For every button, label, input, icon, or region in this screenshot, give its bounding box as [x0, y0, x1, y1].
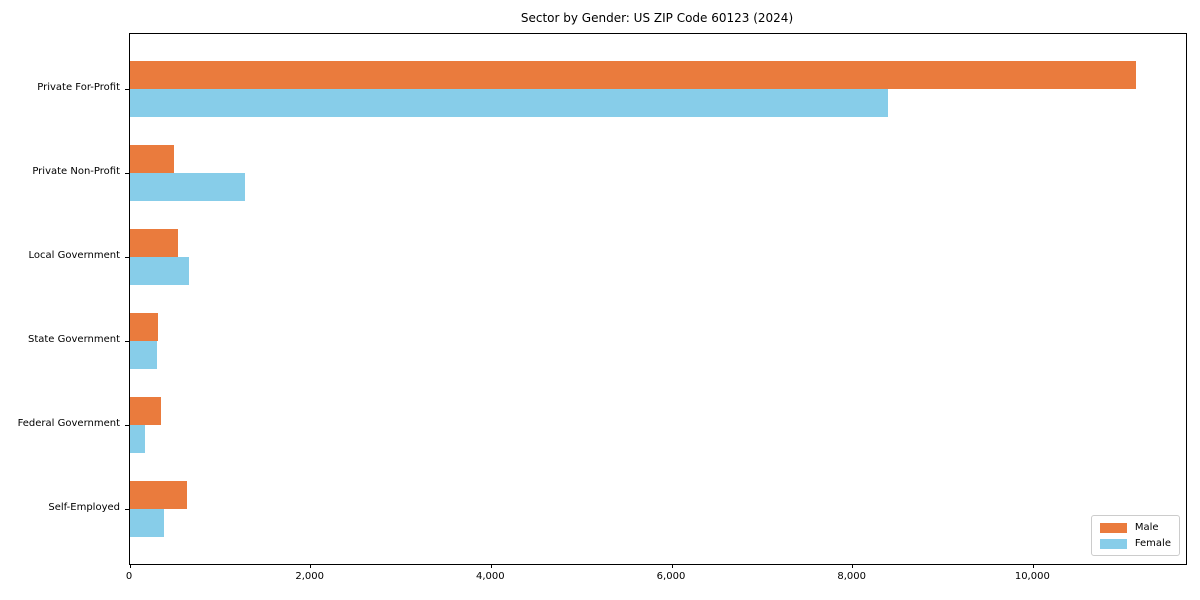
legend-swatch-female: [1099, 538, 1127, 549]
x-tick-mark: [1032, 564, 1034, 568]
plot-area: Male Female: [125, 33, 1187, 568]
bar-male-state-government: [130, 313, 158, 341]
legend-label-male: Male: [1134, 522, 1159, 533]
bar-female-state-government: [130, 341, 158, 369]
y-tick-label-federal-government: Federal Government: [17, 418, 120, 429]
legend: Male Female: [1090, 515, 1180, 556]
y-tick-mark: [125, 424, 129, 426]
bar-female-private-for-profit: [130, 89, 888, 117]
y-tick-mark: [125, 88, 129, 90]
y-tick-mark: [125, 172, 129, 174]
y-tick-mark: [125, 508, 129, 510]
x-tick-label-10-000: 10,000: [1014, 571, 1050, 582]
x-tick-mark: [490, 564, 492, 568]
chart-title: Sector by Gender: US ZIP Code 60123 (202…: [520, 11, 794, 25]
bar-female-local-government: [130, 257, 190, 285]
x-tick-mark: [129, 564, 131, 568]
y-tick-mark: [125, 256, 129, 258]
y-tick-label-local-government: Local Government: [28, 250, 120, 261]
x-tick-label-2-000: 2,000: [295, 571, 324, 582]
bar-female-self-employed: [130, 509, 164, 537]
bar-male-private-for-profit: [130, 61, 1137, 89]
bar-male-private-non-profit: [130, 145, 174, 173]
bar-female-federal-government: [130, 425, 145, 453]
x-tick-label-6-000: 6,000: [656, 571, 686, 582]
bar-female-private-non-profit: [130, 173, 245, 201]
x-tick-label-8-000: 8,000: [837, 571, 866, 582]
y-tick-label-private-non-profit: Private Non-Profit: [32, 166, 120, 177]
y-tick-label-state-government: State Government: [27, 334, 120, 345]
legend-item-female: Female: [1099, 538, 1171, 549]
x-tick-label-4-000: 4,000: [476, 571, 505, 582]
y-tick-label-self-employed: Self-Employed: [48, 502, 120, 513]
bar-male-local-government: [130, 229, 179, 257]
y-tick-mark: [125, 340, 129, 342]
x-tick-mark: [671, 564, 673, 568]
legend-label-female: Female: [1134, 538, 1171, 549]
bar-male-self-employed: [130, 481, 187, 509]
legend-item-male: Male: [1099, 522, 1171, 533]
x-tick-mark: [310, 564, 312, 568]
legend-swatch-male: [1099, 522, 1127, 533]
x-tick-label-0: 0: [125, 571, 133, 582]
y-tick-label-private-for-profit: Private For-Profit: [37, 82, 120, 93]
x-tick-mark: [852, 564, 854, 568]
bar-male-federal-government: [130, 397, 162, 425]
